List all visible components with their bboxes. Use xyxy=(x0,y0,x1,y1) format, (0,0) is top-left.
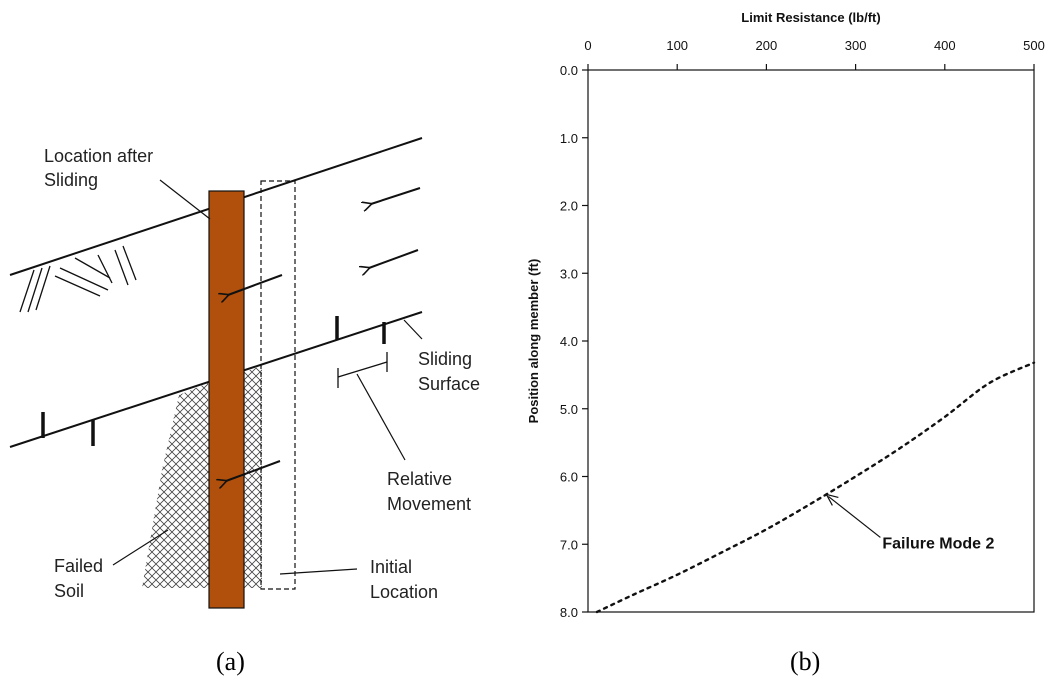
caption-a: (a) xyxy=(216,647,245,676)
annotation-arrowhead xyxy=(825,493,839,506)
x-tick-label: 100 xyxy=(666,38,688,53)
sliding-surface-ticks xyxy=(41,316,386,446)
panel-b-chart: 0 100 200 300 400 500 0.0 1.0 2.0 3.0 4.0 5.0 6.0 7.0… xyxy=(526,10,1045,676)
x-tick-label: 300 xyxy=(845,38,867,53)
y-tick-label: 1.0 xyxy=(560,131,578,146)
arrow-pile-upper xyxy=(228,274,283,295)
y-tick-label: 6.0 xyxy=(560,470,578,485)
failed-soil-region-right xyxy=(244,366,262,588)
failure-mode-2-label: Failure Mode 2 xyxy=(882,535,994,552)
pile-member xyxy=(208,190,245,609)
initial-location-outline xyxy=(260,180,296,590)
y-axis-title: Position along member (ft) xyxy=(526,259,541,424)
leader-location-after xyxy=(159,179,211,220)
leader-failed-soil xyxy=(112,529,169,566)
movement-arrows xyxy=(226,187,421,481)
soil-hatch-marks xyxy=(19,245,137,313)
leader-sliding-surface xyxy=(403,319,423,340)
arrow-pile-lower xyxy=(226,460,281,481)
initial-location-label-2: Location xyxy=(370,582,438,602)
location-after-label-1: Location after xyxy=(44,146,153,166)
y-tick-label: 0.0 xyxy=(560,63,578,78)
arrow-soil-middle xyxy=(369,249,419,268)
x-tick-label: 500 xyxy=(1023,38,1045,53)
relative-movement-label-2: Movement xyxy=(387,494,471,514)
x-axis-title: Limit Resistance (lb/ft) xyxy=(741,10,880,25)
panel-a-diagram: Location after Sliding Sliding Surface R… xyxy=(9,137,480,676)
y-tick-label: 8.0 xyxy=(560,605,578,620)
plot-area xyxy=(587,69,1035,613)
y-tick-label: 2.0 xyxy=(560,199,578,214)
leader-lines xyxy=(112,179,423,575)
relative-movement-dimension xyxy=(337,352,388,388)
x-tick-label: 0 xyxy=(584,38,591,53)
initial-location-label-1: Initial xyxy=(370,557,412,577)
failure-mode-2-curve xyxy=(595,361,1036,614)
y-tick-label: 5.0 xyxy=(560,402,578,417)
location-after-label-2: Sliding xyxy=(44,170,98,190)
y-tick-label: 4.0 xyxy=(560,334,578,349)
failed-soil-region xyxy=(142,383,210,588)
sliding-surface-label-2: Surface xyxy=(418,374,480,394)
annotation-leader xyxy=(828,495,881,538)
leader-relative-movement xyxy=(356,373,406,461)
failed-soil-label-1: Failed xyxy=(54,556,103,576)
relative-movement-label-1: Relative xyxy=(387,469,452,489)
x-tick-label: 200 xyxy=(756,38,778,53)
y-tick-label: 7.0 xyxy=(560,537,578,552)
caption-b: (b) xyxy=(790,647,820,676)
arrow-soil-upper xyxy=(371,187,421,204)
x-tick-label: 400 xyxy=(934,38,956,53)
leader-initial-location xyxy=(279,568,358,575)
y-tick-label: 3.0 xyxy=(560,266,578,281)
sliding-surface-label-1: Sliding xyxy=(418,349,472,369)
failed-soil-label-2: Soil xyxy=(54,581,84,601)
